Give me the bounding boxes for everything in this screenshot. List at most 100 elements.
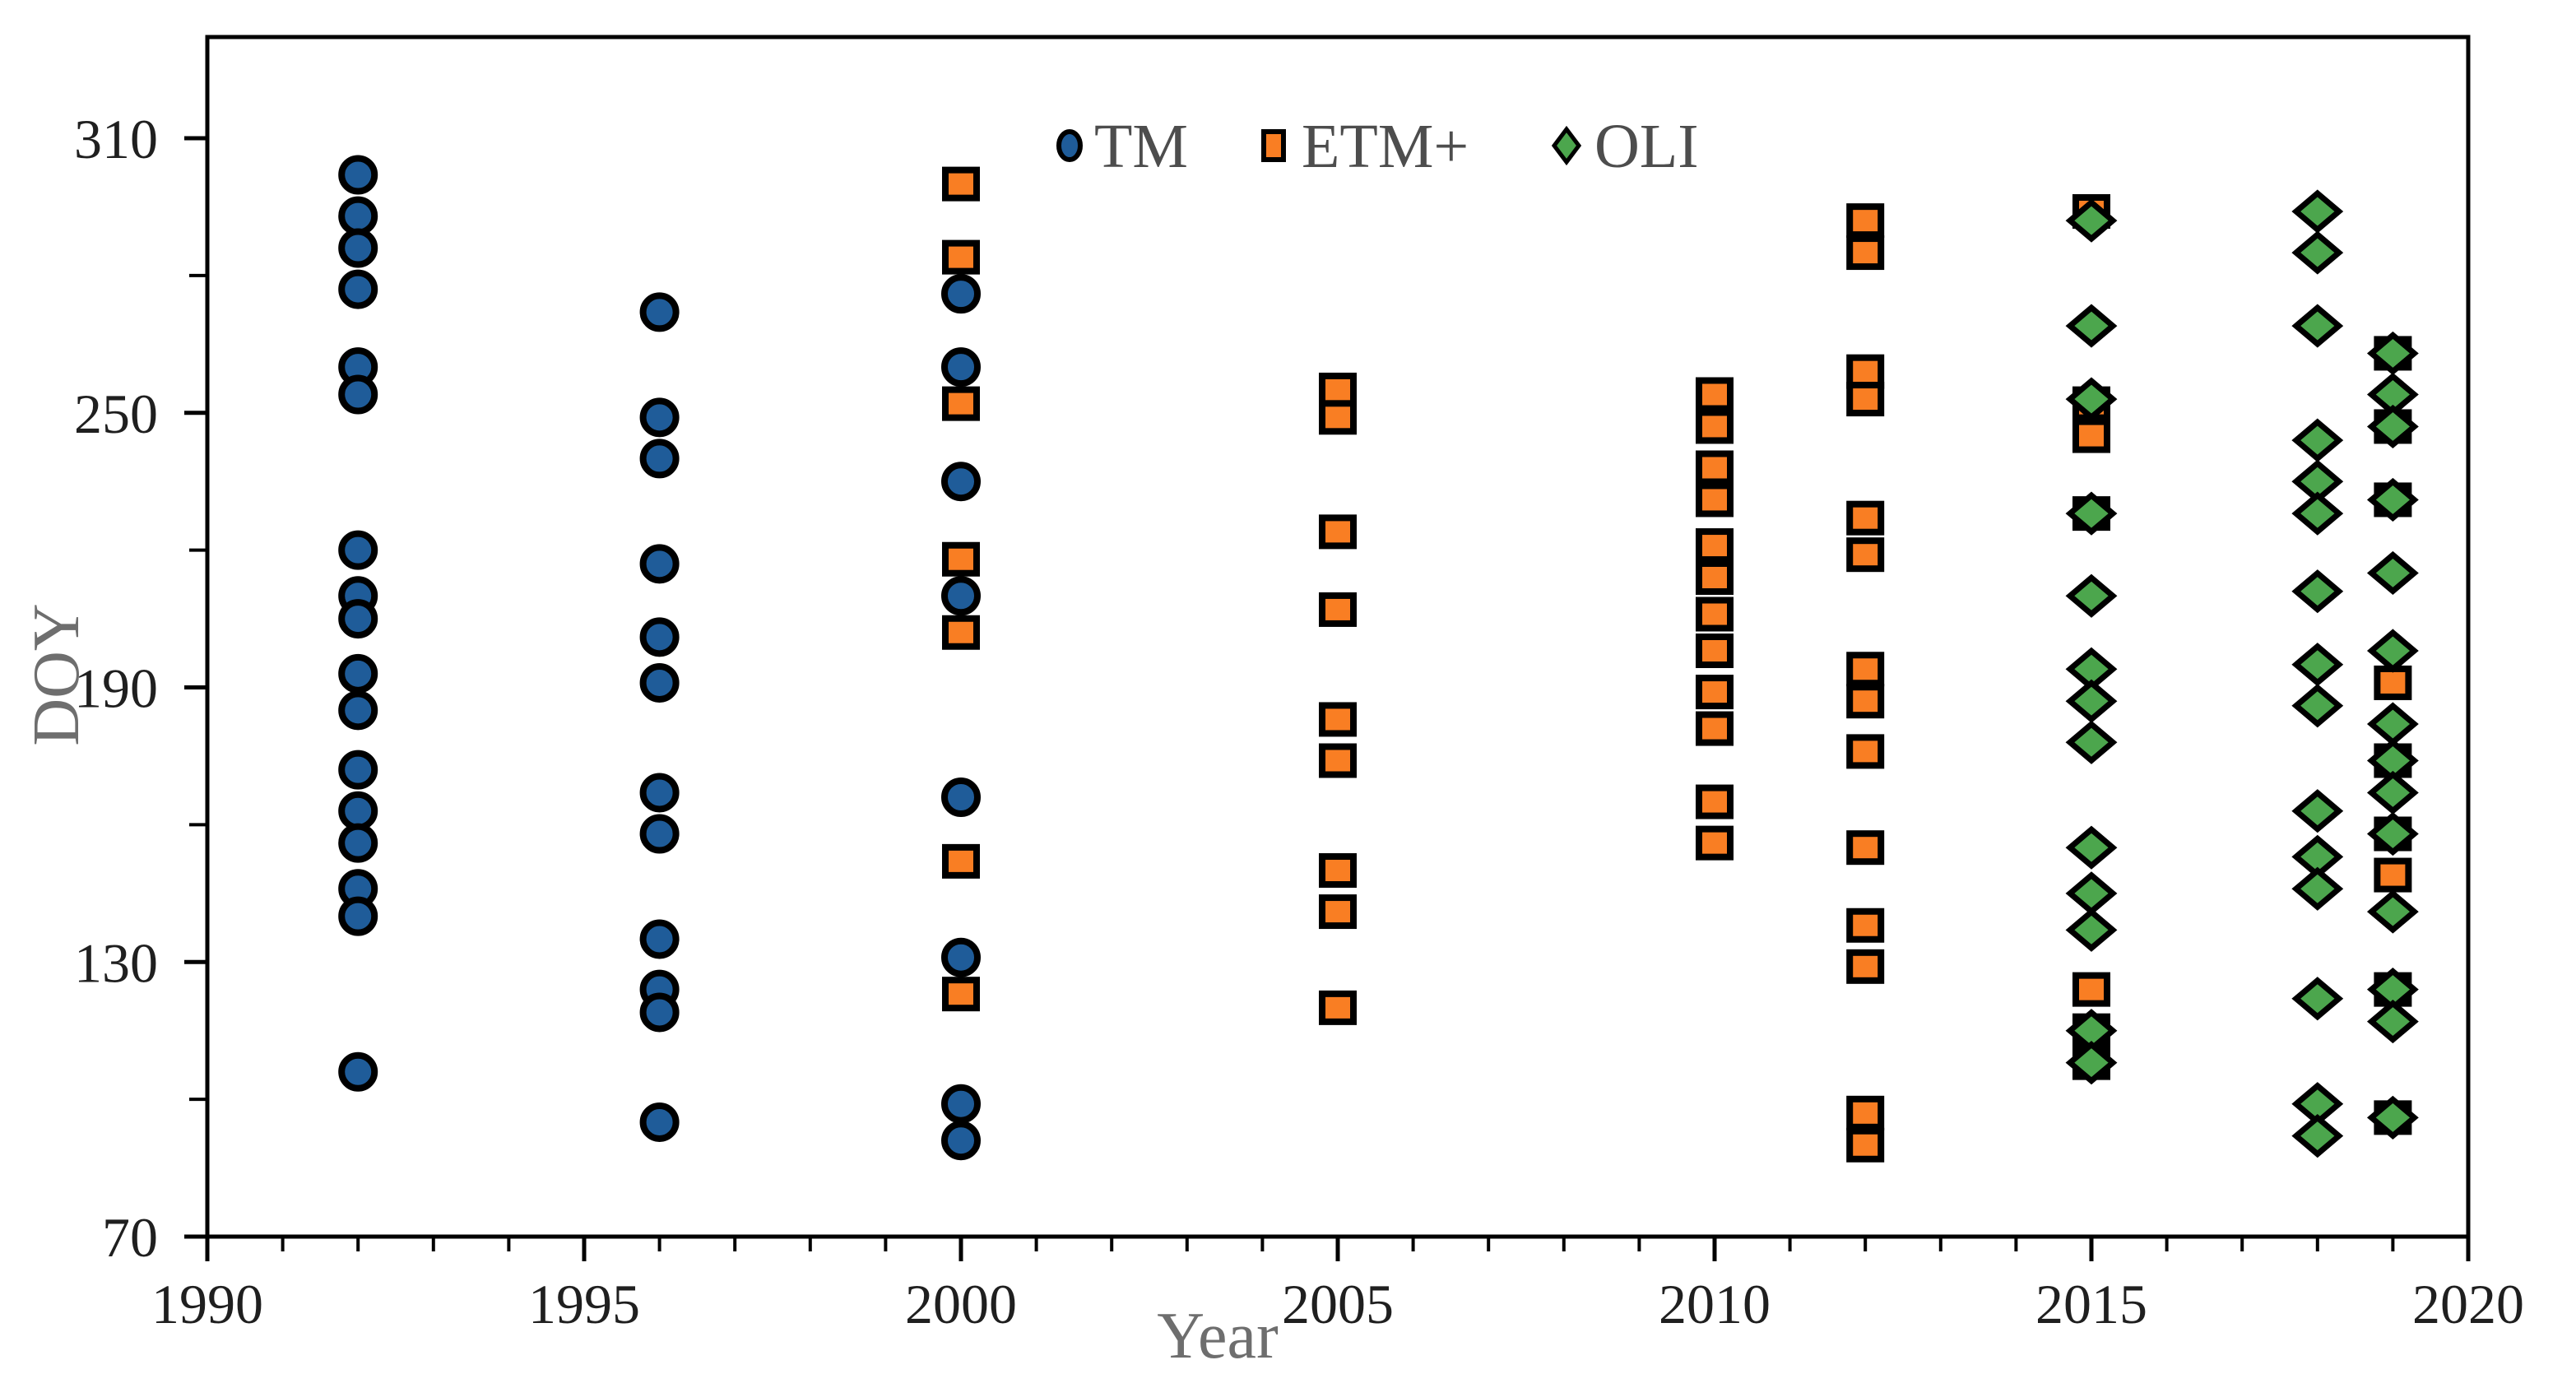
point-etm <box>942 239 980 275</box>
point-tm <box>941 778 981 817</box>
point-tm <box>941 576 981 616</box>
point-oli <box>2366 629 2419 673</box>
x-tick-label: 2000 <box>905 1273 1017 1335</box>
point-etm <box>1846 652 1885 687</box>
point-etm <box>1696 711 1734 746</box>
point-oli <box>2366 477 2419 522</box>
point-tm <box>338 896 378 936</box>
y-tick-label: 190 <box>74 657 158 720</box>
point-oli <box>2366 404 2419 449</box>
point-etm <box>942 541 980 577</box>
point-etm <box>1696 784 1734 819</box>
point-tm <box>941 1084 981 1124</box>
point-etm <box>942 386 980 421</box>
point-etm <box>1696 377 1734 412</box>
legend-label-oli: OLI <box>1594 112 1699 181</box>
point-etm <box>1319 990 1357 1025</box>
point-etm <box>942 843 980 879</box>
point-oli <box>2366 770 2419 815</box>
point-etm <box>1696 596 1734 632</box>
point-oli <box>2366 999 2419 1044</box>
point-oli <box>2291 491 2344 536</box>
point-etm <box>1696 409 1734 444</box>
point-tm <box>639 617 680 657</box>
point-tm <box>639 662 680 703</box>
point-oli <box>2366 1095 2419 1140</box>
point-tm <box>338 1051 378 1092</box>
circle-marker-icon <box>1056 129 1083 162</box>
point-tm <box>941 1121 981 1161</box>
point-tm <box>639 992 680 1033</box>
point-tm <box>338 791 378 831</box>
point-tm <box>941 274 981 314</box>
point-oli <box>2366 331 2419 376</box>
x-tick-label: 1995 <box>528 1273 640 1335</box>
point-etm <box>1696 560 1734 595</box>
point-tm <box>338 653 378 694</box>
point-etm <box>1319 592 1357 627</box>
point-etm <box>1319 853 1357 888</box>
point-tm <box>639 814 680 854</box>
x-tick-label: 2005 <box>1282 1273 1394 1335</box>
point-etm <box>1846 354 1885 389</box>
point-oli <box>2065 1041 2118 1085</box>
point-tm <box>639 1102 680 1142</box>
point-oli <box>2065 377 2118 421</box>
point-etm <box>1319 514 1357 550</box>
point-etm <box>1846 235 1885 271</box>
point-oli <box>2366 550 2419 596</box>
point-etm <box>942 615 980 650</box>
point-etm <box>1846 684 1885 719</box>
point-etm <box>1846 1127 1885 1163</box>
point-etm <box>2374 665 2412 700</box>
point-tm <box>338 374 378 415</box>
point-oli <box>2065 825 2118 870</box>
point-etm <box>942 977 980 1012</box>
point-etm <box>1846 734 1885 769</box>
point-etm <box>1846 382 1885 417</box>
point-etm <box>1846 830 1885 866</box>
point-etm <box>1696 675 1734 710</box>
point-tm <box>338 196 378 236</box>
point-tm <box>338 530 378 570</box>
point-tm <box>639 292 680 332</box>
point-etm <box>942 166 980 202</box>
point-oli <box>2065 573 2118 618</box>
point-oli <box>2291 189 2344 234</box>
point-tm <box>338 690 378 731</box>
point-tm <box>338 750 378 790</box>
point-tm <box>941 347 981 388</box>
square-marker-icon <box>1261 129 1286 162</box>
point-etm <box>2072 418 2110 453</box>
point-tm <box>338 155 378 195</box>
point-oli <box>2291 789 2344 833</box>
point-etm <box>1846 203 1885 239</box>
point-etm <box>1319 702 1357 737</box>
point-etm <box>1846 907 1885 943</box>
point-tm <box>639 919 680 959</box>
point-etm <box>1319 400 1357 435</box>
point-oli <box>2366 702 2419 746</box>
diamond-marker-icon <box>1551 125 1582 166</box>
point-oli <box>2291 684 2344 728</box>
y-tick-label: 70 <box>102 1206 158 1269</box>
legend-label-etm: ETM+ <box>1302 112 1469 181</box>
y-tick-label: 250 <box>74 383 158 445</box>
point-oli <box>2291 977 2344 1021</box>
y-tick-label: 310 <box>74 108 158 170</box>
point-tm <box>941 937 981 977</box>
point-tm <box>338 269 378 309</box>
point-tm <box>338 599 378 639</box>
point-oli <box>2065 304 2118 348</box>
point-oli <box>2065 871 2118 916</box>
point-tm <box>338 823 378 863</box>
point-tm <box>639 397 680 438</box>
point-oli <box>2291 304 2344 348</box>
point-oli <box>2291 230 2344 275</box>
point-oli <box>2065 679 2118 723</box>
point-oli <box>2366 811 2419 856</box>
x-tick-label: 1990 <box>151 1273 263 1335</box>
plot-frame <box>205 35 2471 1239</box>
